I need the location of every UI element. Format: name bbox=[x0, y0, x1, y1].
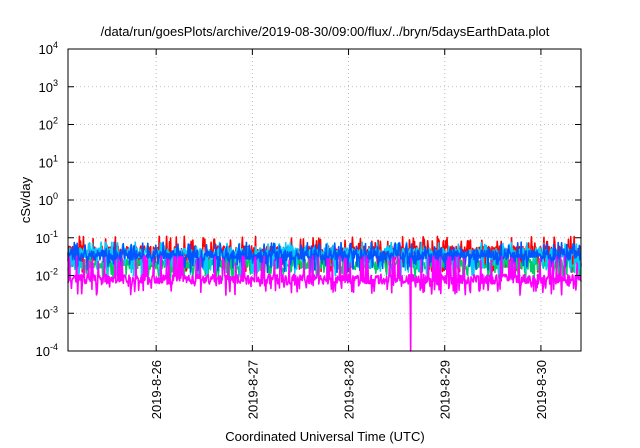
x-tick-label: 2019-8-26 bbox=[149, 360, 164, 419]
y-tick-label: 10-1 bbox=[36, 229, 58, 246]
series-line-4 bbox=[67, 241, 582, 274]
y-tick-label: 102 bbox=[39, 116, 58, 133]
x-axis-label: Coordinated Universal Time (UTC) bbox=[225, 429, 424, 444]
x-tick-label: 2019-8-29 bbox=[438, 360, 453, 419]
series-line-5 bbox=[67, 255, 582, 352]
x-tick-label: 2019-8-27 bbox=[245, 360, 260, 419]
y-tick-label: 100 bbox=[39, 191, 58, 208]
y-axis-label: cSv/day bbox=[18, 176, 33, 223]
y-tick-label: 10-3 bbox=[36, 304, 58, 321]
x-tick-label: 2019-8-28 bbox=[342, 360, 357, 419]
y-tick-label: 10-4 bbox=[36, 342, 58, 359]
y-tick-label: 101 bbox=[39, 153, 58, 170]
x-axis: 2019-8-26 2019-8-27 2019-8-28 2019-8-29 2019… bbox=[149, 49, 549, 419]
chart-title: /data/run/goesPlots/archive/2019-08-30/0… bbox=[101, 24, 550, 39]
y-tick-label: 103 bbox=[39, 78, 58, 95]
y-axis: 10-4 10-3 10-2 10-1 100 101 102 103 104 bbox=[36, 40, 581, 359]
x-tick-label: 2019-8-30 bbox=[534, 360, 549, 419]
y-tick-label: 10-2 bbox=[36, 267, 58, 284]
y-tick-label: 104 bbox=[39, 40, 58, 57]
series-layer bbox=[67, 235, 582, 352]
grid bbox=[68, 48, 581, 352]
